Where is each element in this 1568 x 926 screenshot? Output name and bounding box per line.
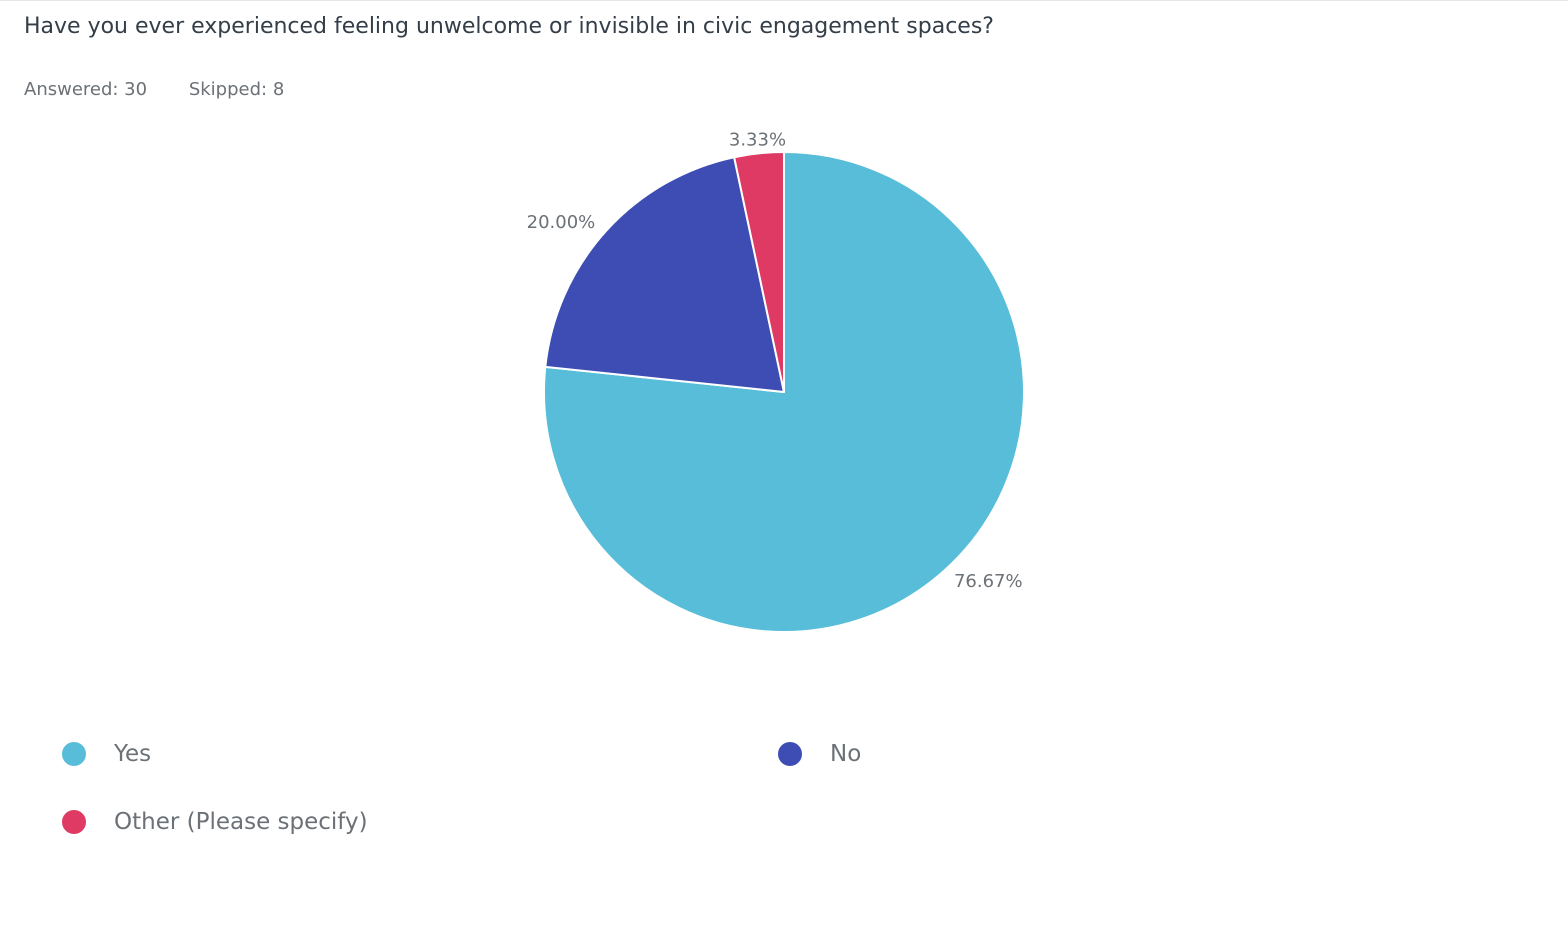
- legend-label-other: Other (Please specify): [114, 809, 368, 835]
- legend-item-other[interactable]: Other (Please specify): [62, 809, 368, 835]
- slice-label-yes: 76.67%: [954, 571, 1023, 592]
- legend-item-no[interactable]: No: [778, 741, 861, 767]
- legend-dot-other: [62, 810, 86, 834]
- response-stats: Answered: 30 Skipped: 8: [24, 79, 284, 100]
- top-divider: [0, 0, 1568, 1]
- pie-slice-other[interactable]: [733, 151, 785, 393]
- question-title: Have you ever experienced feeling unwelc…: [24, 14, 994, 39]
- answered-count: Answered: 30: [24, 79, 148, 100]
- legend-dot-yes: [62, 742, 86, 766]
- slice-label-other: 3.33%: [729, 129, 786, 150]
- pie-slice-yes[interactable]: [543, 151, 1025, 633]
- legend-label-yes: Yes: [114, 741, 152, 767]
- legend-item-yes[interactable]: Yes: [62, 741, 151, 767]
- pie-slice-no[interactable]: [544, 156, 785, 393]
- slice-label-no: 20.00%: [527, 212, 596, 233]
- legend-dot-no: [778, 742, 802, 766]
- pie-chart: 76.67% 20.00% 3.33%: [527, 129, 1025, 633]
- legend-label-no: No: [830, 741, 862, 767]
- skipped-count: Skipped: 8: [188, 79, 285, 100]
